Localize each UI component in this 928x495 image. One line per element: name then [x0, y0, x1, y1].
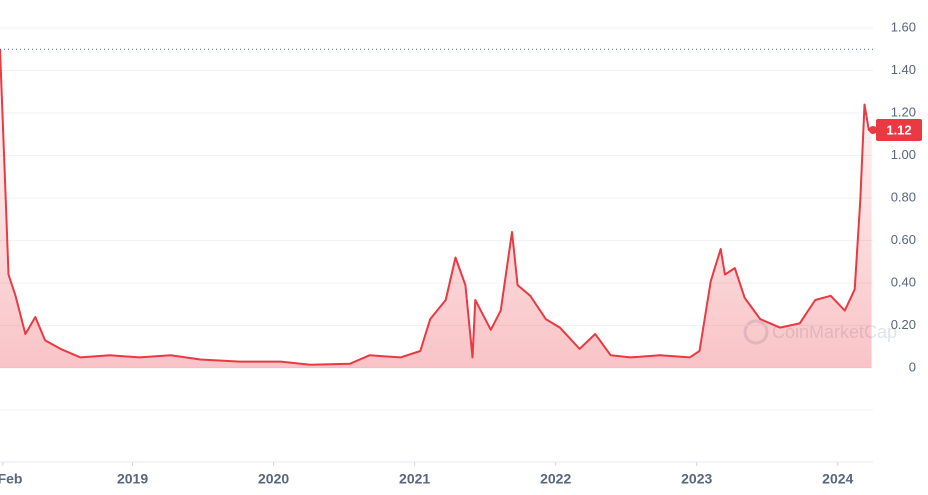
x-tick-label: 2020 — [258, 471, 289, 487]
x-tick-label: 2021 — [399, 471, 430, 487]
price-area — [0, 49, 872, 369]
y-tick-label: 1.60 — [891, 19, 916, 34]
price-badge-label: 1.12 — [886, 122, 911, 137]
y-tick-label: 0.40 — [891, 274, 916, 289]
y-tick-label: 1.40 — [891, 62, 916, 77]
y-tick-label: 1.00 — [891, 147, 916, 162]
x-tick-label: 2019 — [117, 471, 148, 487]
y-tick-label: 0.80 — [891, 189, 916, 204]
x-tick-label: 2023 — [681, 471, 712, 487]
price-badge — [876, 119, 922, 141]
last-price-dot — [869, 126, 877, 134]
price-line — [0, 49, 872, 366]
y-tick-label: 0.20 — [891, 317, 916, 332]
y-tick-label: 0.60 — [891, 232, 916, 247]
x-tick-label: 2022 — [540, 471, 571, 487]
y-tick-label: 0 — [909, 359, 916, 374]
x-tick-label: Feb — [0, 471, 22, 487]
x-tick-label: 2024 — [822, 471, 853, 487]
y-tick-label: 1.20 — [891, 104, 916, 119]
